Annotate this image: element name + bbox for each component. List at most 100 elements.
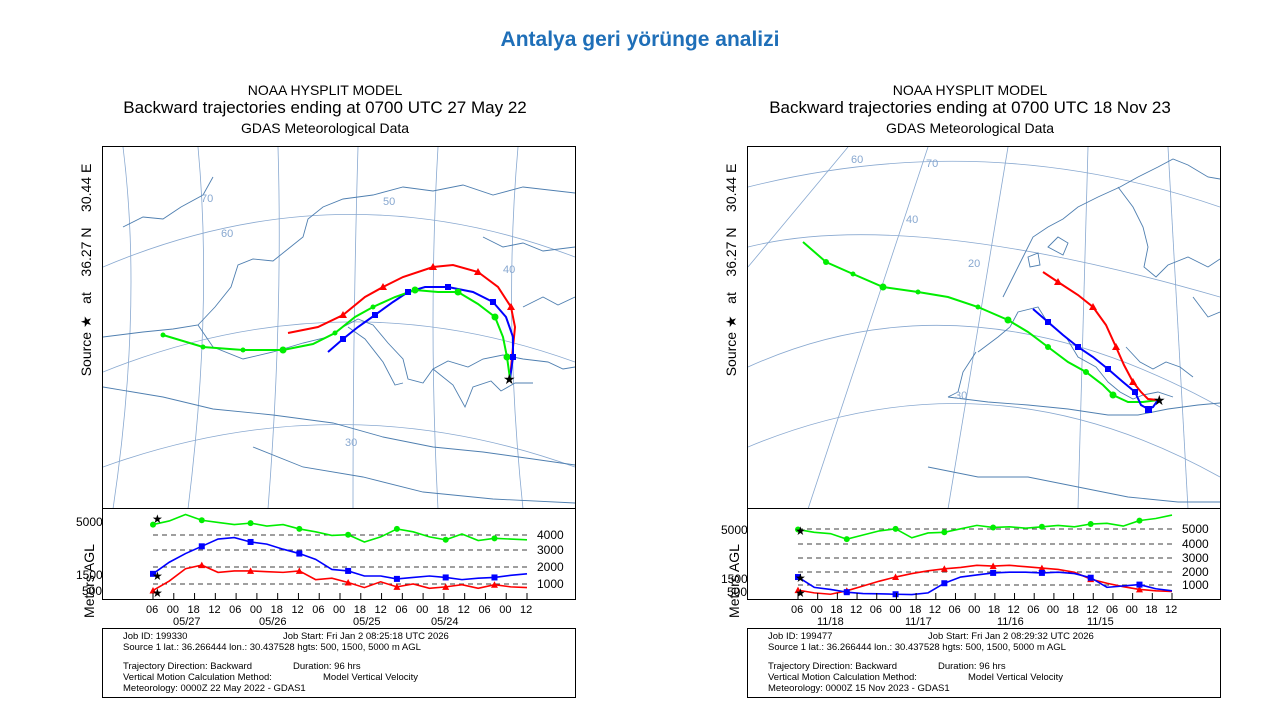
x-tick-label: 12 (1165, 604, 1178, 616)
red-height-marker (442, 583, 450, 590)
right-axis-label: 3000 (1182, 551, 1209, 565)
red-height-marker (247, 567, 255, 574)
trajectory-subtitle: Backward trajectories ending at 0700 UTC… (769, 98, 1171, 117)
x-tick-label: 06 (478, 604, 491, 616)
x-tick-labels: 06 00 18 12 06 00 18 12 06 00 18 12 06 00 18 12 06 00 12 (102, 604, 574, 618)
green-height-line (152, 513, 528, 543)
green-marker (975, 304, 981, 310)
start-star: ★ (152, 512, 163, 526)
blue-marker (1075, 344, 1081, 350)
green-height-marker (1038, 523, 1045, 530)
date-label: 11/17 (905, 616, 932, 628)
trajectory-panel-may22: NOAA HYSPLIT MODEL Backward trajectories… (70, 80, 580, 700)
x-tick-label: 06 (1105, 604, 1119, 616)
blue-height-marker (1136, 581, 1143, 588)
duration: Duration: 96 hrs (938, 661, 1006, 672)
trajectory-map: 60 70 40 20 30 ★ (747, 146, 1221, 510)
green-height-marker (198, 517, 205, 524)
green-marker (160, 332, 166, 338)
date-label: 11/16 (997, 616, 1024, 628)
red-marker (429, 263, 437, 270)
green-marker (823, 259, 829, 265)
vertical-method-label: Vertical Motion Calculation Method: (768, 672, 917, 683)
blue-height-marker (892, 591, 899, 598)
blue-height-marker (296, 550, 303, 557)
trajectory-direction: Trajectory Direction: Backward (768, 661, 897, 672)
source-line: Source 1 lat.: 36.266444 lon.: 30.437528… (768, 642, 1066, 653)
right-axis-label: 4000 (1182, 537, 1209, 551)
trajectory-red-path (1042, 271, 1159, 401)
x-tick-label: 12 (457, 604, 470, 616)
x-tick-label: 06 (869, 604, 882, 616)
blue-height-marker (795, 574, 801, 581)
right-axis-label: 2000 (1182, 565, 1209, 579)
blue-height-line (797, 571, 1173, 596)
green-height-marker (1136, 517, 1143, 524)
x-tick-label: 18 (1066, 604, 1079, 616)
job-id: Job ID: 199330 (123, 631, 188, 642)
red-height-marker (198, 561, 206, 569)
blue-height-marker (393, 575, 400, 582)
red-height-marker (1135, 585, 1143, 593)
x-tick-label: 00 (968, 604, 981, 616)
green-marker (332, 330, 338, 336)
x-tick-label: 12 (291, 604, 304, 616)
blue-height-marker (1087, 574, 1094, 581)
contour-label: 40 (906, 214, 918, 226)
green-height-line (797, 514, 1173, 540)
blue-height-marker (941, 580, 948, 587)
green-marker (370, 304, 376, 310)
x-tick-label: 00 (499, 604, 512, 616)
right-axis-label: 4000 (537, 528, 564, 542)
contour-label: 50 (383, 196, 395, 208)
right-axis-label: 2000 (537, 560, 564, 574)
slide-title: Antalya geri yörünge analizi (500, 28, 780, 51)
date-label: 05/25 (353, 616, 381, 628)
blue-height-marker (198, 543, 205, 550)
red-height-marker (1038, 564, 1046, 572)
green-marker (503, 353, 511, 361)
blue-height-marker (843, 589, 850, 596)
green-height-marker (1087, 521, 1094, 528)
green-marker (491, 313, 499, 321)
height-plot: 4000 3000 2000 1000 ★ ★ ★ (102, 508, 576, 600)
red-marker (507, 303, 515, 310)
height-svg: 4000 3000 2000 1000 ★ ★ ★ (149, 512, 564, 599)
x-tick-label: 18 (436, 604, 450, 616)
x-tick-label: 18 (1145, 604, 1158, 616)
contour-label: 60 (221, 228, 233, 240)
source-side-label: Source ★ at 36.27 N 30.44 E (78, 163, 94, 377)
green-marker (915, 289, 921, 295)
contour-label: 70 (201, 193, 213, 205)
blue-marker (340, 336, 346, 342)
x-tick-label: 06 (312, 604, 325, 616)
left-axis-label: 5000 (721, 523, 748, 537)
x-tick-label: 06 (229, 604, 242, 616)
red-marker (1129, 378, 1137, 385)
x-tick-labels: 06 00 18 12 06 00 18 12 06 00 18 12 06 00 18 12 06 00 18 12 (747, 604, 1219, 618)
blue-marker (405, 289, 411, 295)
green-marker (879, 283, 887, 291)
green-marker (200, 344, 206, 350)
right-axis-label: 5000 (1182, 522, 1209, 536)
job-info-box: Job ID: 199477 Job Start: Fri Jan 2 08:2… (747, 628, 1221, 698)
x-tick-label: 00 (249, 604, 263, 616)
start-star: ★ (152, 569, 163, 583)
trajectory-blue-path (327, 286, 514, 380)
x-tick-label: 06 (791, 604, 804, 616)
duration: Duration: 96 hrs (293, 661, 361, 672)
green-marker (454, 288, 462, 296)
coastlines (103, 176, 575, 504)
height-svg: 5000 4000 3000 2000 1000 ★ ★ ★ (794, 514, 1209, 599)
contour-label: 40 (503, 264, 515, 276)
model-title: NOAA HYSPLIT MODEL (247, 82, 403, 98)
x-tick-label: 12 (850, 604, 863, 616)
left-axis-label: 1500 (721, 572, 748, 586)
green-marker (850, 271, 856, 277)
blue-height-marker (247, 538, 254, 545)
blue-height-marker (150, 570, 156, 577)
height-series (149, 513, 528, 594)
green-height-marker (843, 536, 850, 543)
x-tick-label: 18 (987, 604, 1001, 616)
map-svg: 70 60 50 40 30 ★ (103, 147, 575, 509)
